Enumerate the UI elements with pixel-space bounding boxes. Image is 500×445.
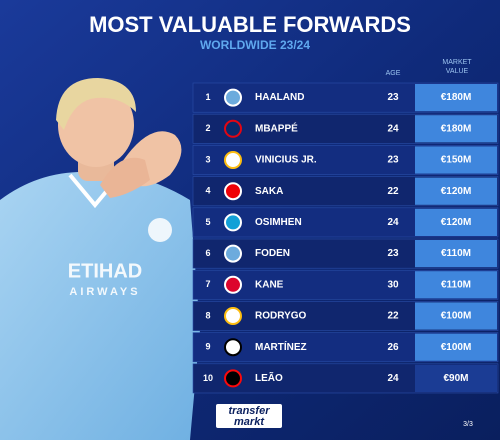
age: 24 (387, 373, 399, 384)
logo: transfer markt (216, 404, 282, 428)
player-name: SAKA (255, 186, 283, 197)
market-value: €110M (441, 248, 471, 259)
rank: 6 (205, 248, 210, 258)
rank: 5 (205, 217, 210, 227)
rank: 1 (205, 92, 210, 102)
club-badge (224, 307, 242, 325)
logo-text: transfer (229, 405, 271, 417)
player-name: VINICIUS JR. (255, 155, 317, 166)
club-badge (224, 244, 242, 263)
value-cell (415, 271, 497, 299)
player-name: FODEN (255, 248, 290, 259)
market-value: €100M (441, 342, 472, 353)
age: 24 (387, 217, 399, 228)
rank: 7 (205, 279, 210, 289)
rank: 8 (205, 310, 210, 320)
player-name: KANE (255, 279, 284, 290)
svg-text:AIRWAYS: AIRWAYS (69, 286, 140, 298)
club-badge (224, 213, 242, 232)
market-value: €110M (441, 279, 471, 290)
table: 1 HAALAND 23 €180M 2 MBAPPÉ 24 €180M 3 VINICIUS J… (192, 82, 499, 394)
market-value: €100M (441, 311, 472, 322)
value-cell (415, 302, 497, 330)
title: MOST VALUABLE FORWARDS (89, 12, 411, 37)
age: 30 (387, 279, 399, 290)
player-name: RODRYGO (255, 311, 307, 322)
rank: 2 (205, 123, 210, 133)
column-header-box: MARKET VALUE (442, 59, 472, 75)
market-value: €120M (441, 186, 472, 197)
value-cell (415, 115, 497, 143)
market-value: €150M (441, 155, 472, 166)
age: 22 (387, 186, 399, 197)
market-value: €180M (441, 92, 472, 103)
column-header: AGE (386, 70, 401, 77)
player-photo: ETIHAD AIRWAYS (0, 78, 200, 440)
value-cell (415, 84, 497, 112)
player-name: MARTÍNEZ (255, 340, 307, 353)
club-badge (224, 151, 242, 169)
club-badge (224, 338, 242, 357)
rank: 10 (203, 373, 213, 383)
club-badge (224, 88, 242, 107)
age: 22 (387, 311, 399, 322)
svg-text:ETIHAD: ETIHAD (68, 260, 142, 282)
market-value: €90M (443, 373, 468, 384)
club-badge (224, 182, 242, 201)
value-cell (415, 146, 497, 174)
age: 23 (387, 248, 399, 259)
value-cell (415, 333, 497, 361)
player-name: MBAPPÉ (255, 121, 298, 134)
value-cell (415, 240, 497, 268)
column-header: MARKET VALUE (442, 59, 472, 75)
market-value: €120M (441, 217, 472, 228)
rank: 3 (205, 154, 210, 164)
player-name: HAALAND (255, 92, 304, 103)
logo-text: markt (234, 416, 265, 428)
value-cell (415, 364, 497, 392)
subtitle: WORLDWIDE 23/24 (200, 38, 310, 52)
age: 23 (387, 92, 399, 103)
page-number: 3/3 (463, 421, 473, 428)
age: 26 (387, 342, 399, 353)
club-badge (224, 119, 242, 138)
rank: 9 (205, 342, 210, 352)
value-cell (415, 208, 497, 236)
value-cell (415, 177, 497, 205)
age: 24 (387, 123, 399, 134)
club-badge (224, 275, 242, 294)
rank: 4 (205, 186, 210, 196)
club-badge (224, 369, 242, 388)
player-name: LEÃO (255, 371, 283, 384)
market-value: €180M (441, 123, 472, 134)
player-name: OSIMHEN (255, 217, 302, 228)
age: 23 (387, 155, 399, 166)
